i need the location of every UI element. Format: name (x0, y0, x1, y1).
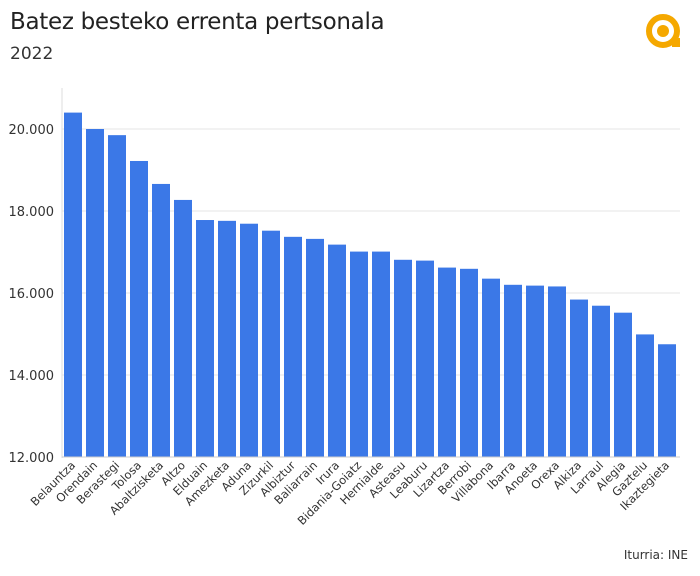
bar (416, 260, 434, 457)
bar (526, 285, 544, 457)
y-tick-label: 16.000 (9, 287, 55, 302)
bar (262, 230, 280, 457)
bar (284, 236, 302, 457)
bar (196, 220, 214, 457)
chart-title: Batez besteko errenta pertsonala (10, 9, 385, 35)
bar (108, 135, 126, 457)
bar (218, 220, 236, 457)
bar (570, 299, 588, 457)
bar (636, 334, 654, 457)
bar (64, 112, 82, 457)
bar (130, 160, 148, 458)
logo-icon (646, 14, 680, 48)
y-tick-label: 20.000 (9, 123, 55, 138)
bar (306, 238, 324, 457)
bar (460, 268, 478, 457)
bar (240, 223, 258, 457)
bar (482, 278, 500, 457)
y-tick-label: 14.000 (9, 369, 55, 384)
bar (174, 199, 192, 457)
bar (86, 129, 104, 457)
bar (394, 259, 412, 457)
bar (328, 244, 346, 457)
bar (504, 284, 522, 457)
y-tick-label: 12.000 (9, 451, 55, 466)
bar (372, 251, 390, 457)
y-tick-label: 18.000 (9, 205, 55, 220)
bar (592, 305, 610, 457)
bar (350, 251, 368, 457)
chart-subtitle: 2022 (10, 44, 54, 64)
bar (548, 286, 566, 457)
bar (438, 267, 456, 457)
bar (152, 183, 170, 457)
bar (614, 312, 632, 457)
bar (658, 344, 676, 457)
source-note: Iturria: INE (623, 548, 688, 562)
